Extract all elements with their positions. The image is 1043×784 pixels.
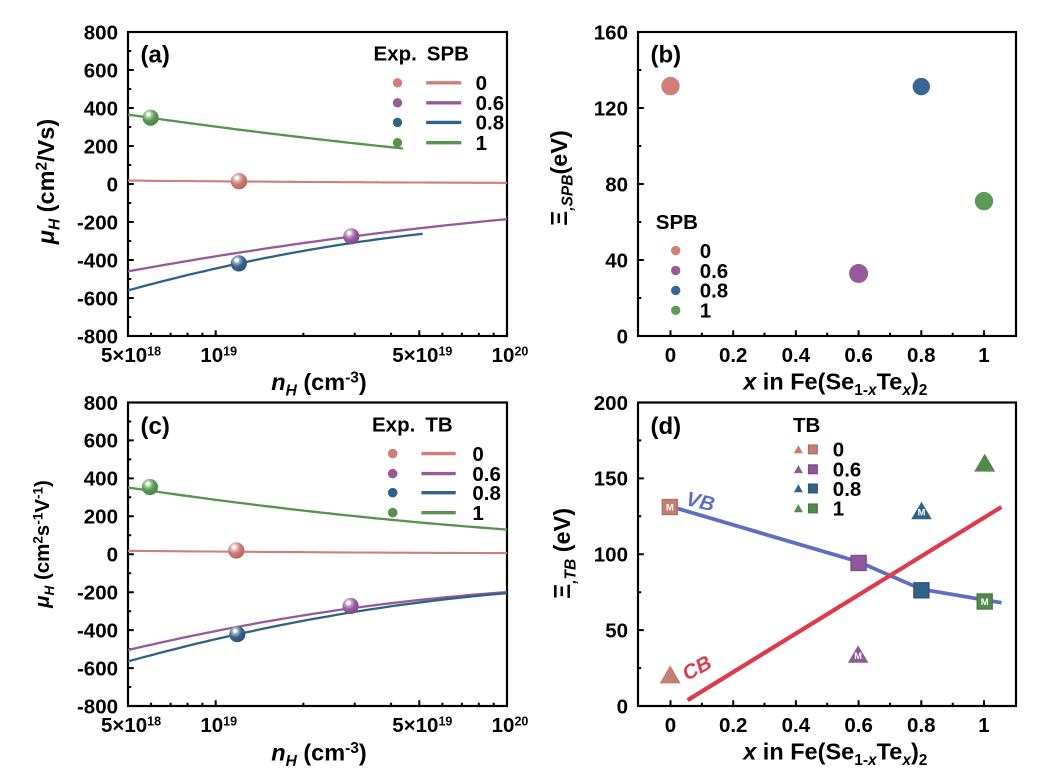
svg-text:0.2: 0.2	[719, 714, 748, 737]
svg-text:0.4: 0.4	[782, 344, 811, 367]
svg-text:160: 160	[594, 21, 628, 44]
svg-text:Exp.TB: Exp. TB	[372, 413, 453, 436]
svg-text:120: 120	[594, 97, 628, 120]
svg-text:0: 0	[665, 714, 676, 737]
svg-text:μH (cm2/Vs): μH (cm2/Vs)	[33, 119, 64, 245]
svg-text:0: 0	[107, 544, 118, 567]
svg-text:0.8: 0.8	[472, 482, 501, 505]
svg-text:800: 800	[84, 21, 118, 44]
svg-text:(a): (a)	[141, 42, 170, 69]
svg-text:-600: -600	[77, 657, 118, 680]
svg-text:1: 1	[476, 132, 487, 155]
svg-text:nH (cm-3): nH (cm-3)	[271, 740, 367, 771]
svg-text:(b): (b)	[651, 42, 682, 69]
svg-text:-400: -400	[77, 249, 118, 272]
svg-text:1: 1	[472, 502, 483, 525]
svg-text:150: 150	[594, 468, 628, 491]
svg-text:0: 0	[617, 695, 628, 718]
svg-text:0.4: 0.4	[782, 714, 811, 737]
svg-text:0.6: 0.6	[700, 260, 729, 283]
svg-text:5×1018: 5×1018	[101, 344, 161, 367]
svg-text:TB: TB	[793, 414, 820, 437]
svg-text:800: 800	[84, 392, 118, 415]
svg-text:0.8: 0.8	[833, 478, 862, 501]
svg-text:M: M	[918, 507, 926, 517]
svg-text:1: 1	[833, 498, 844, 521]
svg-text:SPB: SPB	[656, 211, 698, 234]
svg-text:M: M	[981, 597, 989, 608]
svg-text:0.6: 0.6	[844, 344, 873, 367]
svg-text:600: 600	[84, 430, 118, 453]
svg-text:(c): (c)	[141, 413, 170, 440]
svg-text:-600: -600	[77, 287, 118, 310]
svg-text:x in Fe(Se1-xTex)2: x in Fe(Se1-xTex)2	[741, 739, 927, 770]
svg-text:-200: -200	[77, 211, 118, 234]
svg-text:5×1019: 5×1019	[392, 714, 452, 737]
svg-text:0.8: 0.8	[907, 344, 936, 367]
svg-text:0.8: 0.8	[700, 280, 729, 303]
svg-text:80: 80	[605, 173, 628, 196]
svg-text:400: 400	[84, 97, 118, 120]
svg-text:1: 1	[978, 344, 989, 367]
svg-text:0.2: 0.2	[719, 344, 748, 367]
svg-text:0.8: 0.8	[907, 714, 936, 737]
svg-text:1: 1	[978, 714, 989, 737]
svg-text:-800: -800	[77, 325, 118, 348]
svg-text:1: 1	[700, 300, 711, 323]
svg-text:(d): (d)	[651, 413, 682, 440]
svg-text:50: 50	[605, 619, 628, 642]
svg-text:5×1018: 5×1018	[101, 714, 161, 737]
svg-text:0: 0	[665, 344, 676, 367]
svg-text:200: 200	[84, 506, 118, 529]
svg-text:5×1019: 5×1019	[392, 344, 452, 367]
svg-text:0: 0	[700, 240, 711, 263]
svg-text:-800: -800	[77, 695, 118, 718]
svg-text:200: 200	[84, 135, 118, 158]
svg-text:x in Fe(Se1-xTex)2: x in Fe(Se1-xTex)2	[741, 369, 927, 400]
svg-text:nH (cm-3): nH (cm-3)	[271, 369, 367, 400]
svg-text:0.6: 0.6	[844, 714, 873, 737]
svg-text:0.6: 0.6	[476, 92, 505, 115]
svg-text:0.6: 0.6	[833, 459, 862, 482]
svg-text:M: M	[854, 651, 862, 661]
svg-text:0: 0	[476, 72, 487, 95]
svg-text:-200: -200	[77, 582, 118, 605]
svg-text:0: 0	[472, 443, 483, 466]
svg-text:0.8: 0.8	[476, 112, 505, 135]
svg-text:100: 100	[594, 544, 628, 567]
svg-text:0.6: 0.6	[472, 463, 501, 486]
svg-text:Exp.SPB: Exp. SPB	[374, 43, 469, 66]
svg-text:600: 600	[84, 59, 118, 82]
svg-text:μH (cm2s-1V-1): μH (cm2s-1V-1)	[30, 480, 56, 609]
svg-text:-400: -400	[77, 619, 118, 642]
svg-text:Ξ,TB (eV): Ξ,TB (eV)	[549, 508, 580, 599]
svg-text:M: M	[666, 502, 674, 513]
svg-text:0: 0	[107, 173, 118, 196]
svg-text:200: 200	[594, 392, 628, 415]
svg-text:400: 400	[84, 468, 118, 491]
svg-text:0: 0	[833, 439, 844, 462]
svg-text:0: 0	[617, 325, 628, 348]
svg-text:Ξ,SPB(eV): Ξ,SPB(eV)	[546, 130, 577, 226]
svg-text:40: 40	[605, 249, 628, 272]
